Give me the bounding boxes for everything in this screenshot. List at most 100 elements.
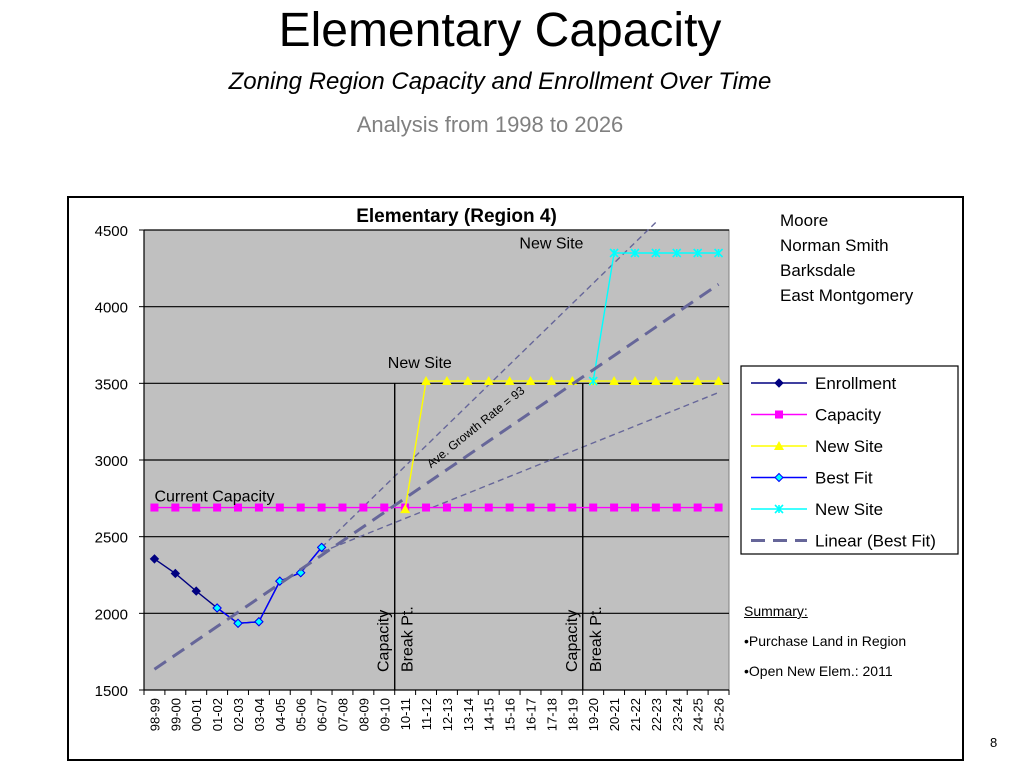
- break-point-label: Break Pt.: [400, 606, 417, 672]
- y-tick-label: 4000: [95, 300, 128, 317]
- slide-title: Elementary Capacity: [278, 4, 722, 57]
- legend-label: New Site: [815, 500, 883, 519]
- data-point: [192, 503, 201, 512]
- x-tick-label: 20-21: [607, 698, 622, 731]
- chart-title: Elementary (Region 4): [356, 206, 557, 227]
- data-point: [212, 603, 222, 613]
- y-tick-label: 1500: [95, 683, 128, 700]
- x-tick-label: 08-09: [356, 698, 371, 731]
- x-tick-label: 98-99: [147, 698, 162, 731]
- school-name: East Montgomery: [780, 286, 914, 305]
- school-name: Barksdale: [780, 261, 856, 280]
- data-point: [692, 376, 703, 386]
- data-point: [609, 376, 620, 386]
- x-tick-label: 02-03: [231, 698, 246, 731]
- data-point: [672, 503, 681, 512]
- y-tick-label: 3500: [95, 376, 128, 393]
- legend-label: Linear (Best Fit): [815, 532, 936, 551]
- x-tick-label: 15-16: [503, 698, 518, 731]
- x-tick-label: 24-25: [691, 698, 706, 731]
- data-point: [442, 503, 451, 512]
- x-tick-label: 12-13: [440, 698, 455, 731]
- x-tick-label: 13-14: [461, 698, 476, 731]
- data-point: [150, 503, 159, 512]
- data-point: [714, 503, 723, 512]
- school-name: Norman Smith: [780, 236, 889, 255]
- data-point: [525, 376, 536, 386]
- chart-annotation: New Site: [388, 355, 452, 372]
- data-point: [441, 376, 452, 386]
- x-tick-label: 10-11: [398, 698, 413, 730]
- legend-marker: [774, 378, 784, 388]
- data-point: [651, 248, 661, 258]
- data-point: [568, 503, 577, 512]
- data-point: [421, 376, 432, 386]
- data-point: [462, 376, 473, 386]
- data-point: [316, 542, 327, 553]
- data-point: [526, 503, 535, 512]
- data-point: [422, 503, 431, 512]
- legend-label: Enrollment: [815, 374, 897, 393]
- y-tick-label: 3000: [95, 453, 128, 470]
- x-tick-label: 21-22: [628, 698, 643, 731]
- data-point: [693, 248, 703, 258]
- chart: Elementary (Region 4) 1500 2000 2500 3000 350…: [95, 206, 959, 731]
- data-point: [651, 503, 660, 512]
- x-tick-label: 14-15: [482, 698, 497, 731]
- data-point: [484, 503, 493, 512]
- data-point: [713, 248, 724, 258]
- x-tick-label: 06-07: [315, 698, 330, 731]
- legend-box: [740, 365, 959, 555]
- schools-list: Moore Norman Smith Barksdale East Montgo…: [780, 208, 913, 308]
- y-tick-label: 2000: [95, 606, 128, 623]
- data-point: [610, 503, 619, 512]
- x-tick-label: 07-08: [335, 698, 350, 731]
- data-point: [547, 503, 556, 512]
- data-point: [400, 504, 411, 514]
- x-tick-label: 22-23: [649, 698, 664, 731]
- data-point: [234, 503, 243, 512]
- data-point: [171, 503, 180, 512]
- summary-item: •Open New Elem.: 2011: [744, 663, 893, 679]
- data-point: [149, 554, 160, 564]
- data-point: [588, 376, 598, 386]
- legend-marker: [774, 504, 784, 514]
- data-point: [275, 576, 285, 586]
- data-point: [629, 376, 640, 386]
- data-point: [275, 503, 284, 512]
- break-point-label: Break Pt.: [588, 606, 605, 672]
- data-point: [338, 503, 347, 512]
- data-point: [609, 248, 619, 258]
- data-point: [254, 503, 263, 512]
- y-tick-label: 2500: [95, 530, 128, 547]
- legend-marker: [774, 472, 784, 483]
- data-point: [359, 503, 368, 512]
- x-tick-label: 00-01: [189, 698, 204, 731]
- legend-label: New Site: [815, 437, 883, 456]
- data-point: [504, 376, 515, 386]
- data-point: [380, 503, 389, 512]
- page-number: 8: [990, 735, 998, 750]
- summary-item: •Purchase Land in Region: [744, 633, 907, 649]
- x-tick-label: 09-10: [377, 698, 392, 731]
- data-point: [672, 248, 682, 258]
- x-tick-label: 03-04: [252, 698, 267, 731]
- chart-annotation: New Site: [519, 235, 583, 252]
- chart-annotation: Current Capacity: [154, 488, 274, 505]
- x-tick-label: 11-12: [419, 698, 434, 730]
- data-point: [650, 376, 661, 386]
- data-point: [505, 503, 514, 512]
- data-point: [671, 376, 682, 386]
- data-point: [546, 376, 557, 386]
- x-tick-label: 18-19: [565, 698, 580, 731]
- series-line-2: [404, 380, 719, 510]
- data-point: [693, 503, 702, 512]
- x-tick-label: 23-24: [670, 698, 685, 731]
- x-tick-label: 19-20: [586, 698, 601, 731]
- data-point: [254, 617, 264, 627]
- data-point: [233, 618, 243, 629]
- data-point: [191, 586, 201, 596]
- data-point: [170, 568, 181, 579]
- legend-label: Best Fit: [815, 469, 873, 488]
- data-point: [713, 376, 724, 386]
